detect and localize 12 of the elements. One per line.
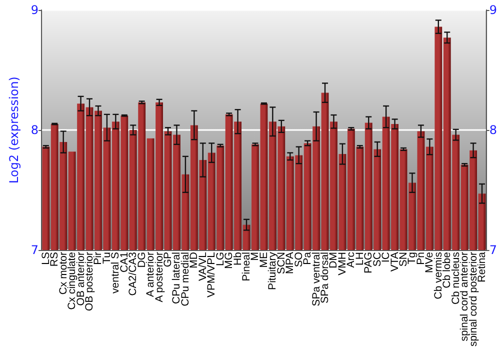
y2-tick-label: 9 bbox=[489, 3, 498, 17]
y-tick-label: 7 bbox=[30, 243, 39, 257]
y-axis-title: Log2 (expression) bbox=[7, 76, 21, 184]
x-tick-label: Tg bbox=[406, 252, 418, 264]
x-tick-label: A posterior bbox=[153, 252, 166, 302]
x-tick-label: OB posterior bbox=[84, 252, 96, 311]
y-tick-label: 8 bbox=[30, 123, 39, 137]
y2-tick-label: 8 bbox=[489, 123, 498, 137]
y2-tick-label: 7 bbox=[489, 243, 498, 257]
x-tick-label: DG bbox=[136, 252, 148, 268]
y-tick-label: 9 bbox=[30, 3, 39, 17]
x-tick-label: RS bbox=[48, 252, 61, 267]
